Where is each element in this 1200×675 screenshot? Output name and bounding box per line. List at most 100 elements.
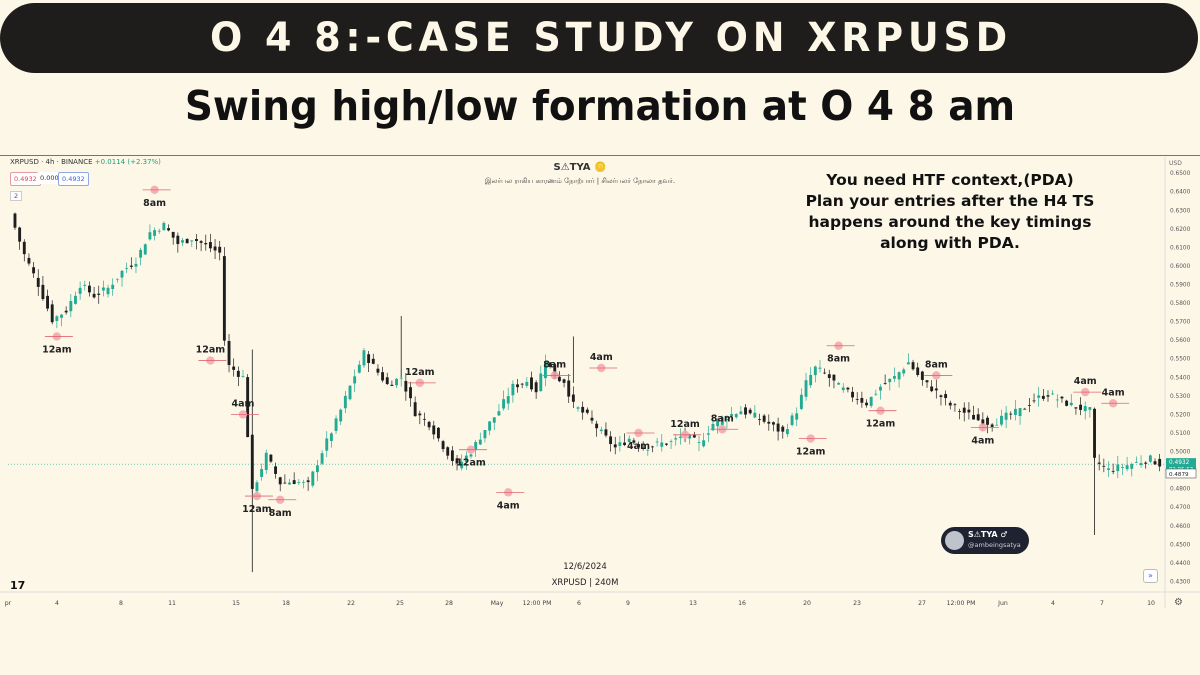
indicator-count-toggle[interactable]: 2 xyxy=(10,191,23,201)
candle-body xyxy=(916,367,920,375)
candle-body xyxy=(367,354,371,363)
candle-body xyxy=(706,433,710,435)
candle-body xyxy=(651,446,654,448)
candle-body xyxy=(799,394,803,409)
candle-body xyxy=(888,378,892,383)
time-tick-label: 25 xyxy=(396,600,404,607)
candle-body xyxy=(609,436,613,445)
candle-body xyxy=(464,455,468,462)
price-tick-label: 0.4700 xyxy=(1170,505,1191,511)
candle-body xyxy=(348,385,352,400)
candle-body xyxy=(655,441,659,443)
candle-body xyxy=(1116,464,1120,472)
time-tick-label: 9 xyxy=(626,600,630,607)
candle-body xyxy=(264,452,268,470)
candle-body xyxy=(246,377,250,438)
candle-body xyxy=(525,381,529,386)
candle-body xyxy=(101,287,105,291)
candle-body xyxy=(860,397,864,403)
candle-body xyxy=(1139,463,1143,466)
candle-body xyxy=(1079,404,1083,410)
candle-body xyxy=(823,372,827,374)
symbol-info[interactable]: XRPUSD · 4h · BINANCE +0.0114 (+2.37%) xyxy=(10,158,161,166)
candle-body xyxy=(413,402,417,417)
candle-body xyxy=(516,384,519,388)
candle-body xyxy=(488,421,492,431)
candle-body xyxy=(892,375,896,379)
chart-frame xyxy=(0,155,1200,611)
candle-body xyxy=(190,240,194,242)
candle-body xyxy=(939,395,943,397)
candle-body xyxy=(353,376,357,384)
candle-body xyxy=(934,388,938,391)
candle-body xyxy=(744,407,747,415)
candle-body xyxy=(292,480,296,484)
candle-body xyxy=(306,480,310,483)
time-tick-label: 11 xyxy=(168,600,176,607)
candle-body xyxy=(125,268,129,269)
candle-body xyxy=(427,421,431,428)
author-badge[interactable]: S⚠TYA ♂ @ambeingsatya xyxy=(941,527,1029,554)
candle-body xyxy=(748,409,752,414)
candle-body xyxy=(288,482,291,485)
candle-body xyxy=(139,249,143,258)
candle-body xyxy=(590,417,594,421)
candle-body xyxy=(385,377,389,385)
candle-body xyxy=(846,387,850,390)
candle-body xyxy=(855,399,859,401)
candle-body xyxy=(571,394,575,402)
candle-body xyxy=(120,270,124,278)
candle-body xyxy=(906,362,910,365)
candle-body xyxy=(460,461,464,469)
candle-body xyxy=(832,374,836,381)
candle-body xyxy=(511,383,515,396)
candle-body xyxy=(87,285,91,293)
candle-body xyxy=(134,263,138,267)
scroll-to-realtime-button[interactable]: » xyxy=(1143,569,1158,583)
candle-body xyxy=(613,444,617,448)
badge-handle: @ambeingsatya xyxy=(968,541,1021,549)
candle-body xyxy=(1144,462,1148,464)
candle-body xyxy=(711,423,715,431)
candle-body xyxy=(883,383,887,384)
time-annotation-label: 8am xyxy=(143,198,166,209)
price-tick-label: 0.5100 xyxy=(1170,431,1191,437)
symbol-label: XRPUSD · 4h · BINANCE xyxy=(10,158,93,166)
candle-body xyxy=(944,394,948,399)
low-price-label: 0.4879 xyxy=(1169,472,1189,478)
time-tick-label: 7 xyxy=(1100,600,1104,607)
candle-body xyxy=(1153,461,1157,465)
candle-body xyxy=(716,419,720,427)
candle-body xyxy=(827,374,831,378)
time-annotation-label: 12am xyxy=(670,419,700,430)
candle-body xyxy=(967,409,971,413)
current-price-label: 0.4932 xyxy=(1169,460,1190,466)
time-tick-label: 13 xyxy=(689,600,697,607)
chart-symbol-timeframe: XRPUSD | 240M xyxy=(551,578,619,588)
price-change: +0.0114 (+2.37%) xyxy=(94,158,161,166)
candle-body xyxy=(986,417,989,425)
gear-icon[interactable]: ⚙ xyxy=(1174,597,1183,608)
page-subtitle: Swing high/low formation at O 4 8 am xyxy=(184,82,1016,130)
candle-body xyxy=(1097,462,1101,464)
candle-body xyxy=(520,383,524,385)
candle-body xyxy=(930,386,934,392)
candle-body xyxy=(92,293,96,298)
candle-body xyxy=(176,235,180,245)
title-banner: O 4 8:-CASE STUDY ON XRPUSD xyxy=(0,3,1198,73)
candle-body xyxy=(278,477,282,485)
time-tick-label: Jun xyxy=(997,600,1008,607)
candle-body xyxy=(837,383,841,385)
candle-body xyxy=(409,387,412,399)
note-line: Plan your entries after the H4 TS xyxy=(805,192,1095,210)
time-tick-label: May xyxy=(491,600,504,607)
price-tick-label: 0.5800 xyxy=(1170,301,1191,307)
candle-body xyxy=(841,387,845,391)
candle-body xyxy=(920,371,924,380)
candle-body xyxy=(418,413,422,416)
buy-price-box[interactable]: 0.4932 xyxy=(58,172,89,186)
candle-body xyxy=(395,378,398,386)
candle-body xyxy=(818,367,822,369)
candle-body xyxy=(357,364,361,373)
tradingview-logo[interactable]: 17 xyxy=(10,579,26,592)
